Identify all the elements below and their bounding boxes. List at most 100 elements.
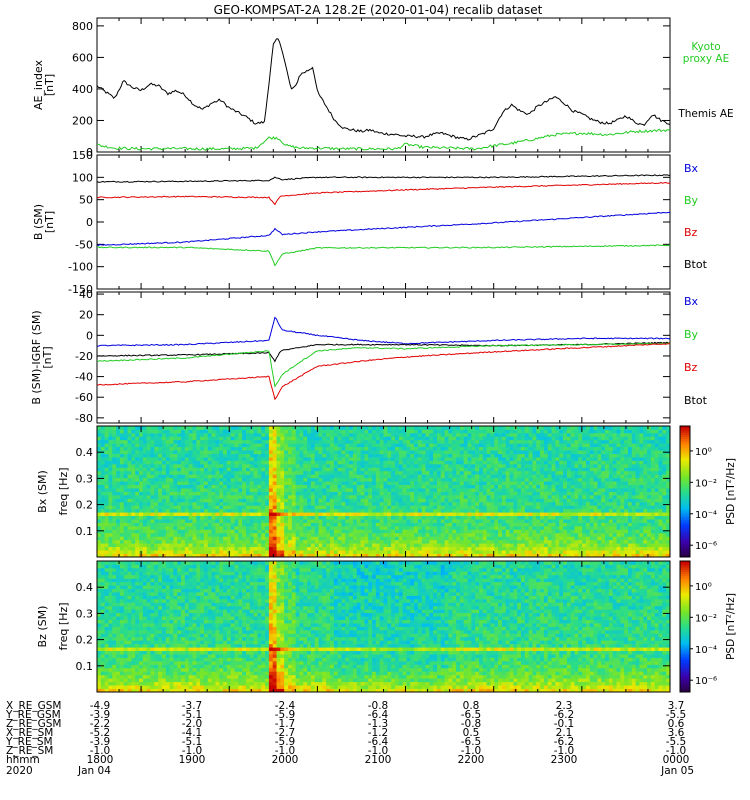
- y-axis-label: Bz (SM): [36, 606, 49, 648]
- y-tick-label: 0: [86, 216, 93, 229]
- y-axis-label: B (SM): [32, 204, 45, 240]
- y-tick-label: 0.3: [76, 607, 94, 620]
- panel-spec_bz: 0.10.20.30.4Bz (SM) freq [Hz]10⁰10⁻²10⁻⁴1…: [36, 560, 737, 693]
- orbit-cell: 0000: [663, 754, 690, 766]
- series-line-themis-ae: [96, 38, 671, 141]
- series-line-bz: [96, 181, 670, 206]
- orbit-cell: 3.7: [668, 700, 685, 712]
- legend-label: Btot: [684, 258, 708, 271]
- y-axis-label-freq: freq [Hz]: [57, 602, 70, 650]
- legend-label: Bz: [684, 361, 698, 374]
- series-line-bx: [97, 316, 671, 347]
- plot-frame: [96, 291, 671, 424]
- orbit-cell: -0.8: [368, 700, 389, 712]
- y-tick-label: 150: [72, 149, 93, 162]
- series-line-by: [96, 244, 671, 267]
- orbit-cell: -1.2: [368, 727, 389, 739]
- y-tick-label: -150: [68, 283, 93, 296]
- orbit-cell: -5.1: [182, 736, 203, 748]
- series-line-kyoto-proxy-ae: [96, 128, 671, 151]
- y-tick-label: 200: [72, 114, 93, 127]
- orbit-cell: 2.3: [556, 700, 573, 712]
- orbit-cell: 2200: [458, 754, 485, 766]
- orbit-cell: -3.7: [182, 700, 203, 712]
- plot-frame: [96, 17, 671, 153]
- orbit-cell: 2000: [272, 754, 299, 766]
- orbit-cell: -2.0: [182, 718, 203, 730]
- orbit-cell: -1.0: [368, 745, 389, 757]
- y-tick-label: 0.3: [76, 472, 94, 485]
- orbit-row-label: X_RE_SM: [6, 727, 53, 739]
- orbit-cell: -2.4: [275, 700, 296, 712]
- orbit-cell: -6.5: [461, 709, 482, 721]
- orbit-cell: -6.2: [554, 736, 575, 748]
- y-tick-label: -20: [75, 350, 93, 363]
- orbit-row-label: X_RE_GSM: [6, 700, 61, 712]
- legend-label: By: [684, 328, 699, 341]
- orbit-cell: Jan 05: [660, 765, 694, 777]
- orbit-row-label: Z_RE_GSM: [6, 718, 61, 730]
- orbit-cell: -4.1: [182, 727, 203, 739]
- orbit-cell: -2.7: [275, 727, 296, 739]
- y-tick-label: -100: [68, 261, 93, 274]
- orbit-row-label: Z_RE_SM: [6, 745, 53, 757]
- figure-title: GEO-KOMPSAT-2A 128.2E (2020-01-04) recal…: [214, 3, 543, 17]
- panel-bdiff: -80 -60 -40 -20 0 20 40 Bx By Bz Btot B (SM)-IGRF (…: [30, 288, 708, 425]
- y-axis-label: Bx (SM): [36, 470, 49, 513]
- colorbar-label: PSD [nT²/Hz]: [725, 593, 737, 660]
- orbit-cell: -5.1: [182, 709, 203, 721]
- orbit-cell: -0.8: [461, 718, 482, 730]
- y-tick-label: 0: [86, 146, 93, 159]
- orbit-row-label: Y_RE_SM: [5, 736, 53, 748]
- orbit-cell: -1.0: [554, 745, 575, 757]
- orbit-table: X_RE_GSMY_RE_GSMZ_RE_GSMX_RE_SMY_RE_SMZ_…: [5, 700, 694, 777]
- colorbar-tick-label: 10⁻⁴: [695, 510, 717, 521]
- legend-label: Bx: [684, 162, 699, 175]
- colorbar-tick-label: 10⁻²: [695, 613, 717, 624]
- colorbar-tick-label: 10⁻²: [695, 478, 717, 489]
- orbit-cell: -1.7: [275, 718, 296, 730]
- orbit-cell: -1.0: [90, 745, 111, 757]
- y-tick-label: 0.2: [76, 634, 94, 647]
- y-axis-label: [nT]: [43, 211, 56, 233]
- series-line-bx: [96, 211, 671, 246]
- orbit-cell: 1800: [87, 754, 114, 766]
- legend-label: Btot: [684, 394, 708, 407]
- colorbar-tick-label: 10⁻⁴: [695, 645, 717, 656]
- orbit-cell: -5.9: [275, 736, 296, 748]
- y-axis-label: AE_index: [32, 59, 45, 110]
- orbit-cell: -4.9: [90, 700, 111, 712]
- orbit-cell: 2100: [365, 754, 392, 766]
- orbit-cell: -5.2: [90, 727, 111, 739]
- series-line-bz: [96, 342, 671, 401]
- legend-label: Themis AE: [677, 108, 733, 120]
- orbit-cell: -5.9: [275, 709, 296, 721]
- y-tick-label: 100: [72, 171, 93, 184]
- legend-label: Bx: [684, 295, 699, 308]
- orbit-cell: -1.0: [666, 745, 687, 757]
- orbit-cell: 0.8: [463, 700, 480, 712]
- orbit-cell: -5.5: [666, 736, 687, 748]
- colorbar: 10⁰ 10⁻² 10⁻⁴ 10⁻⁶ PSD [nT²/Hz]: [679, 560, 737, 693]
- y-tick-label: 0.1: [76, 660, 94, 673]
- orbit-cell: -1.0: [182, 745, 203, 757]
- spectrogram-cells: [97, 561, 671, 693]
- orbit-row-label: hhmm: [6, 754, 40, 766]
- y-tick-label: 800: [72, 20, 93, 33]
- series-line-btot: [96, 174, 671, 183]
- colorbar-tick-label: 10⁰: [695, 447, 712, 458]
- orbit-cell: 3.6: [668, 727, 685, 739]
- y-tick-label: 50: [79, 194, 93, 207]
- y-tick-label: -40: [75, 371, 93, 384]
- y-axis-label-freq: freq [Hz]: [57, 467, 70, 515]
- orbit-cell: -1.0: [275, 745, 296, 757]
- orbit-cell: -6.5: [461, 736, 482, 748]
- panel-spec_bx: 0.10.20.30.4Bx (SM) freq [Hz]10⁰10⁻²10⁻⁴1…: [36, 425, 737, 558]
- orbit-cell: -0.1: [554, 718, 575, 730]
- orbit-cell: 2.1: [556, 727, 573, 739]
- orbit-cell: -5.5: [666, 709, 687, 721]
- y-tick-label: -50: [75, 238, 93, 251]
